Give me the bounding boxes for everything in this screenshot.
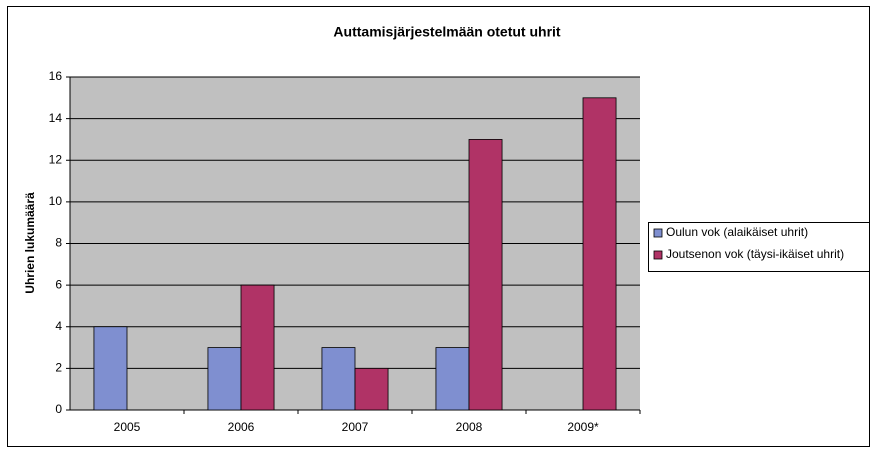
y-tick-label: 16 [49,69,63,83]
y-tick-label: 6 [55,277,62,291]
y-axis-label: Uhrien lukumäärä [23,192,37,294]
bar [582,97,617,411]
y-tick-label: 14 [49,111,63,125]
legend-label: Joutsenon vok (täysi-ikäiset uhrit) [666,247,844,261]
y-tick-label: 12 [49,152,63,166]
y-tick-label: 8 [55,236,62,250]
bar [435,347,470,411]
x-tick-label: 2009* [567,420,599,434]
y-tick-label: 2 [55,361,62,375]
y-tick-label: 4 [55,319,62,333]
bar [354,367,389,411]
legend-box [648,222,870,272]
bar [240,284,275,411]
x-tick-label: 2006 [228,420,255,434]
bar [468,139,503,411]
bar [321,347,356,411]
x-tick-label: 2005 [114,420,141,434]
bar [207,347,242,411]
bar [93,326,128,411]
legend-swatch [653,250,663,260]
x-tick-label: 2008 [456,420,483,434]
y-tick-label: 10 [49,194,63,208]
x-tick-label: 2007 [342,420,369,434]
chart-title: Auttamisjärjestelmään otetut uhrit [333,24,560,40]
y-tick-label: 0 [55,402,62,416]
legend-swatch [653,228,663,238]
legend-label: Oulun vok (alaikäiset uhrit) [666,225,808,239]
